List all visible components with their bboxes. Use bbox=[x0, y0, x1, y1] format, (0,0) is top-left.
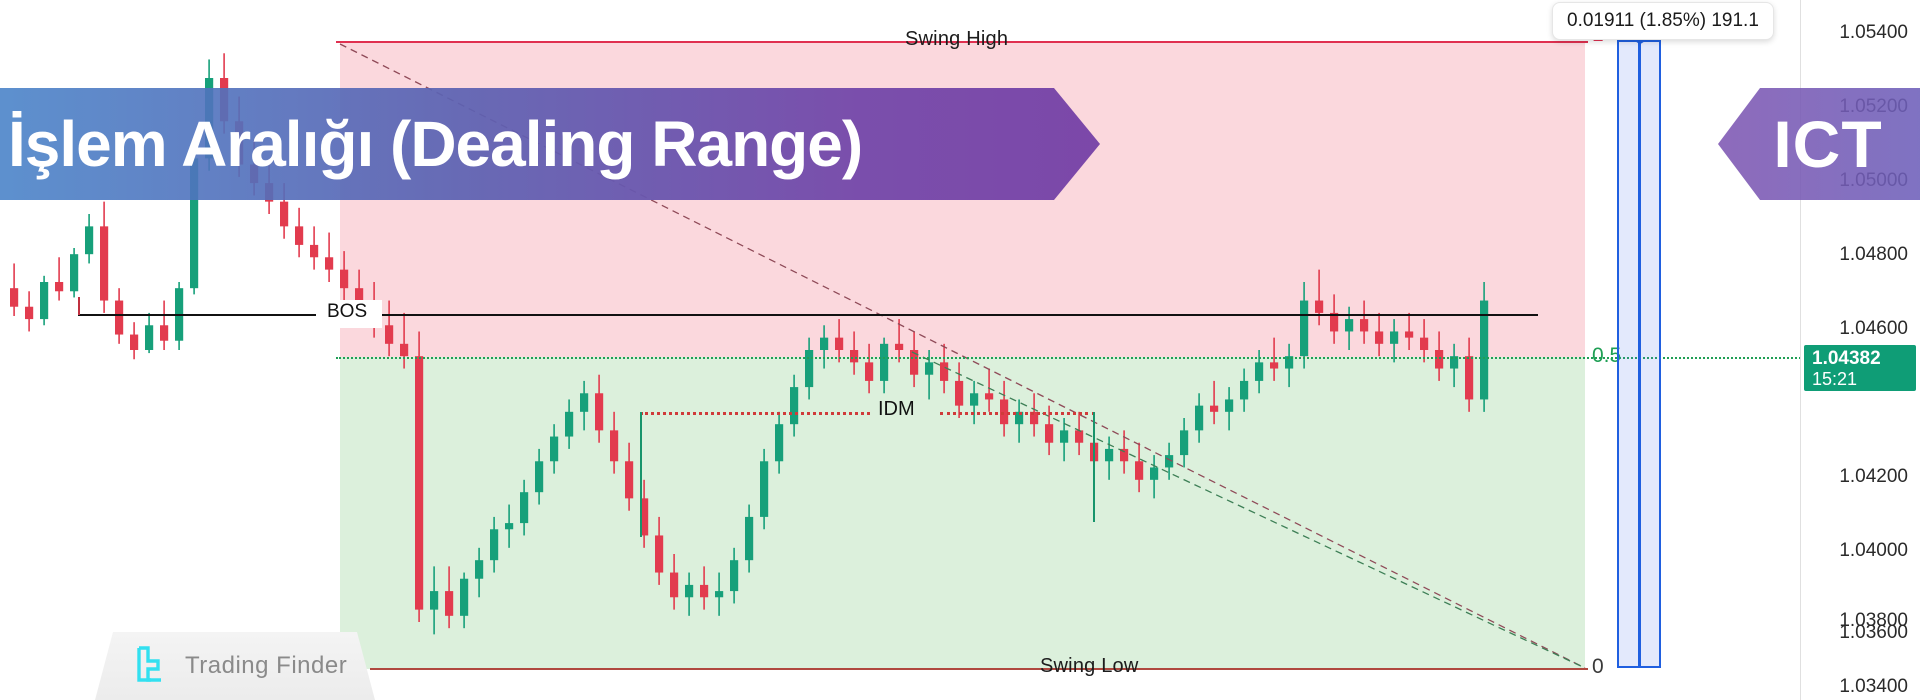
price-tick: 1.04800 bbox=[1839, 244, 1908, 265]
swing-high-label: Swing High bbox=[905, 28, 1009, 50]
swing-low-label: Swing Low bbox=[1040, 655, 1139, 677]
swing-low-line bbox=[370, 668, 1588, 670]
bos-structure-line bbox=[78, 314, 1538, 316]
equilibrium-line bbox=[336, 357, 1800, 359]
fib-level-05-label: 0.5 bbox=[1592, 344, 1622, 367]
bos-label: BOS bbox=[327, 301, 368, 322]
title-banner: İşlem Aralığı (Dealing Range) bbox=[0, 88, 1100, 200]
price-tick: 1.04200 bbox=[1839, 466, 1908, 487]
current-price-value: 1.04382 bbox=[1812, 348, 1881, 369]
idm-line-left bbox=[640, 412, 870, 415]
price-tick: 1.03600 bbox=[1839, 622, 1908, 643]
price-tick: 1.03400 bbox=[1839, 676, 1908, 697]
current-price-time: 15:21 bbox=[1812, 369, 1858, 389]
price-tick: 1.04600 bbox=[1839, 318, 1908, 339]
price-tick: 1.04000 bbox=[1839, 540, 1908, 561]
page-title: İşlem Aralığı (Dealing Range) bbox=[8, 108, 863, 180]
price-tick: 1.03800 bbox=[1839, 610, 1908, 631]
trading-finder-label: Trading Finder bbox=[185, 652, 348, 679]
trading-finder-watermark: Trading Finder bbox=[95, 632, 375, 700]
swing-high-line bbox=[336, 41, 1588, 43]
current-price-badge: 1.04382 15:21 bbox=[1804, 345, 1916, 391]
idm-line-right bbox=[940, 412, 1095, 415]
idm-right-tick bbox=[1093, 412, 1095, 522]
fib-level-0-label: 0 bbox=[1592, 655, 1604, 678]
price-tick: 1.05400 bbox=[1839, 22, 1908, 43]
bos-label-backdrop bbox=[316, 300, 382, 328]
idm-label: IDM bbox=[878, 398, 915, 420]
idm-left-tick bbox=[640, 412, 642, 537]
measure-tooltip: 0.01911 (1.85%) 191.1 bbox=[1552, 2, 1774, 40]
ict-badge-label: ICT bbox=[1773, 107, 1883, 181]
ict-badge: ICT bbox=[1718, 88, 1920, 200]
trading-finder-logo-icon bbox=[133, 644, 173, 688]
measure-arrow-shaft-icon bbox=[1638, 40, 1641, 668]
bos-origin-tick bbox=[78, 297, 80, 315]
